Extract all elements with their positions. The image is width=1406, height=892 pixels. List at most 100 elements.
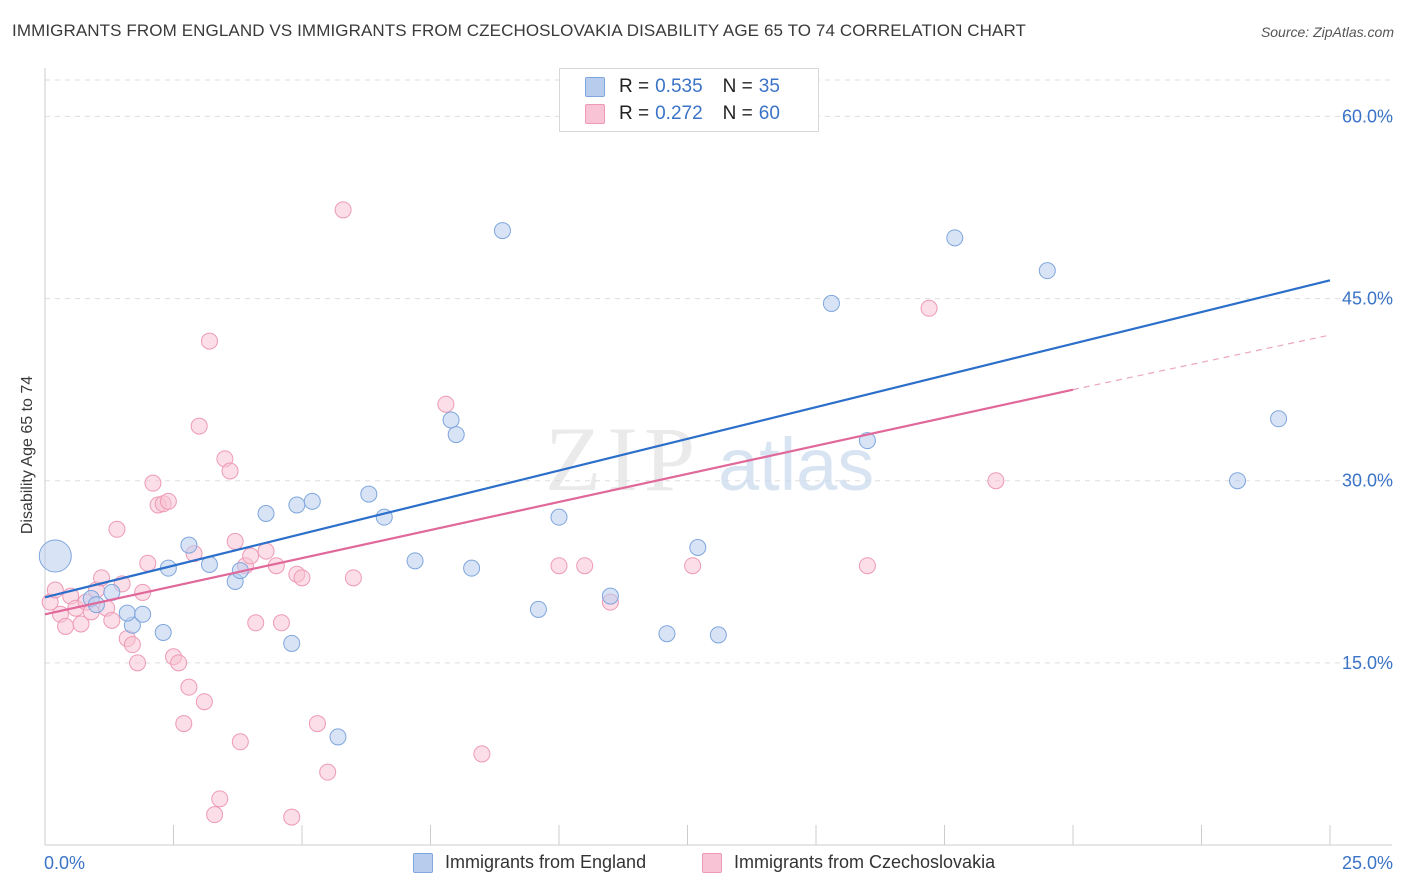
y-axis-label: Disability Age 65 to 74: [19, 375, 36, 535]
czech-point: [437, 395, 455, 413]
y-tick-label: 60.0%: [1342, 106, 1393, 126]
series-label-czech: Immigrants from Czechoslovakia: [734, 852, 996, 872]
czech-point: [920, 299, 938, 317]
czech-point: [108, 520, 126, 538]
czech-point: [247, 614, 265, 632]
england-point: [118, 604, 136, 622]
legend-r-label: R =: [619, 103, 650, 124]
czech-point: [159, 492, 177, 510]
czech-point: [334, 201, 352, 219]
england-point: [822, 294, 840, 312]
england-point: [1270, 410, 1288, 428]
czech-point: [72, 615, 90, 633]
legend-n-label: N =: [722, 103, 753, 124]
england-point: [180, 536, 198, 554]
watermark-zip: ZIP: [545, 408, 701, 510]
czech-point: [987, 472, 1005, 490]
series-swatch-england: [413, 852, 433, 873]
czech-point: [576, 557, 594, 575]
legend-swatch-england: [585, 77, 605, 97]
england-points: [38, 222, 1288, 746]
england-point: [38, 539, 72, 573]
england-point: [1228, 472, 1246, 490]
y-tick-label: 45.0%: [1342, 289, 1393, 309]
england-point: [283, 634, 301, 652]
legend-n-value-czech: 60: [758, 103, 780, 124]
czech-point: [319, 763, 337, 781]
england-point: [858, 432, 876, 450]
czech-point: [226, 532, 244, 550]
legend-n-label: N =: [722, 76, 753, 97]
england-point: [1038, 262, 1056, 280]
czech-point: [129, 654, 147, 672]
czech-point: [200, 332, 218, 350]
czech-point: [206, 806, 224, 824]
czech-point: [57, 617, 75, 635]
series-legend: Immigrants from England Immigrants from …: [0, 852, 1406, 876]
england-point: [658, 625, 676, 643]
x-tick-label-min: 0.0%: [44, 853, 85, 873]
series-swatch-czech: [702, 852, 722, 873]
czech-point: [221, 462, 239, 480]
england-point: [529, 600, 547, 618]
england-point: [601, 587, 619, 605]
legend-r-label: R =: [619, 76, 650, 97]
czech-points: [41, 201, 1005, 826]
czech-point: [231, 733, 249, 751]
czech-point: [283, 808, 301, 826]
source-credit: Source: ZipAtlas.com: [1260, 24, 1394, 40]
czech-point: [123, 636, 141, 654]
czech-point: [175, 715, 193, 733]
watermark-atlas: atlas: [718, 423, 874, 506]
watermark: ZIP atlas: [545, 408, 874, 510]
czech-point: [242, 547, 260, 565]
correlation-legend: R = 0.535 N = 35 R = 0.272 N = 60: [559, 68, 819, 132]
czech-point: [190, 417, 208, 435]
england-point: [709, 626, 727, 644]
czech-point: [144, 474, 162, 492]
england-point: [463, 559, 481, 577]
czech-point: [684, 557, 702, 575]
england-point: [447, 426, 465, 444]
czech-point: [257, 542, 275, 560]
czech-point: [293, 569, 311, 587]
england-point: [154, 624, 172, 641]
trend-lines: [44, 279, 1331, 616]
czech-point: [308, 715, 326, 733]
czech-point: [103, 611, 121, 629]
czech-point: [550, 557, 568, 575]
czech-point: [858, 557, 876, 575]
czech-point: [473, 745, 491, 763]
england-point: [288, 496, 306, 514]
y-tick-label: 15.0%: [1342, 653, 1393, 673]
x-tick-label-max: 25.0%: [1342, 853, 1393, 873]
legend-r-value-england: 0.535: [655, 76, 703, 97]
series-label-england: Immigrants from England: [445, 852, 647, 872]
england-point: [689, 539, 707, 556]
series-legend-england[interactable]: Immigrants from England: [413, 852, 646, 873]
legend-r-value-czech: 0.272: [655, 103, 703, 124]
czech-point: [211, 790, 229, 808]
england-point: [406, 552, 424, 570]
legend-swatch-czech: [585, 104, 605, 124]
czech-point: [180, 678, 198, 696]
czech-trend-extension: [1072, 334, 1331, 391]
england-point: [493, 222, 511, 240]
legend-n-value-england: 35: [758, 76, 780, 97]
czech-trend-line: [44, 388, 1074, 616]
england-trend-line: [44, 279, 1331, 599]
england-point: [946, 229, 964, 247]
czech-point: [139, 554, 157, 572]
england-point: [329, 728, 347, 746]
england-point: [303, 492, 321, 510]
series-legend-czech[interactable]: Immigrants from Czechoslovakia: [702, 852, 995, 873]
england-point: [134, 605, 152, 623]
czech-point: [344, 569, 362, 587]
legend-row-england: R = 0.535 N = 35: [585, 76, 780, 98]
legend-row-czech: R = 0.272 N = 60: [585, 103, 780, 125]
czech-point: [195, 693, 213, 711]
czech-point: [170, 654, 188, 672]
axis-layer: [44, 68, 1392, 846]
england-point: [360, 485, 378, 503]
